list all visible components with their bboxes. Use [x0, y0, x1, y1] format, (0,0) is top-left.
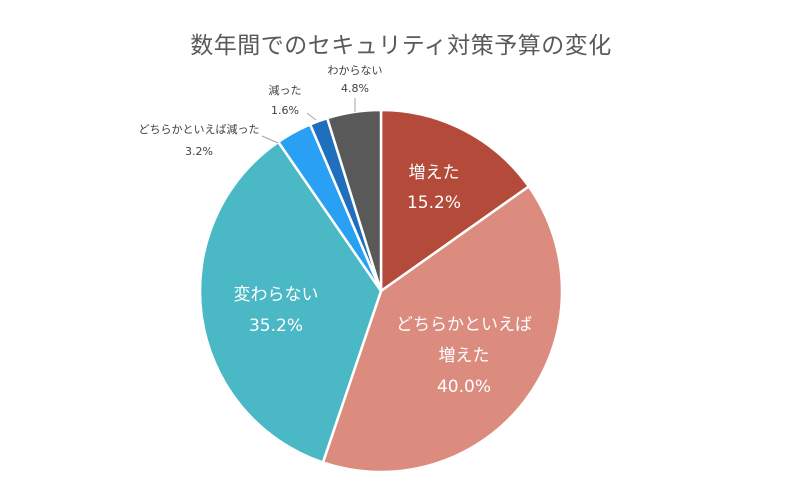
- pie-slice-2: [321, 185, 564, 474]
- pie-slice-6: [325, 108, 383, 293]
- slice-value-label: 15.2%: [407, 193, 461, 213]
- pie-labels: 増えた15.2%どちらかといえば増えた40.0%変わらない35.2%どちらかとい…: [139, 64, 533, 397]
- slice-label-1: 増えた 15.2%: [407, 163, 461, 213]
- slice-value-label: 35.2%: [249, 316, 303, 336]
- slice-category-label: 変わらない: [234, 285, 319, 305]
- leader-line-5: [306, 112, 317, 121]
- pie-slice-3: [198, 140, 383, 464]
- chart-title: 数年間でのセキュリティ対策予算の変化: [190, 33, 612, 59]
- slice-value-label: 3.2%: [185, 145, 213, 158]
- pie-slice-1: [379, 108, 531, 293]
- slice-category-label: 増えた: [439, 346, 490, 366]
- slice-label-6: わからない 4.8%: [328, 64, 383, 112]
- slice-category-label: 増えた: [409, 163, 460, 183]
- slice-category-label: どちらかといえば: [396, 315, 532, 335]
- leader-line-4: [261, 135, 279, 144]
- slice-value-label: 4.8%: [341, 82, 369, 95]
- slice-value-label: 1.6%: [271, 104, 299, 117]
- slice-label-4: どちらかといえば減った 3.2%: [139, 122, 279, 158]
- slice-category-label: 減った: [269, 83, 302, 97]
- slice-category-label: わからない: [328, 64, 383, 77]
- slice-label-5: 減った 1.6%: [269, 83, 317, 121]
- slice-value-label: 40.0%: [437, 377, 491, 397]
- pie-slices: [198, 108, 564, 474]
- slice-category-label: どちらかといえば減った: [139, 122, 260, 136]
- slice-label-3: 変わらない 35.2%: [234, 285, 319, 336]
